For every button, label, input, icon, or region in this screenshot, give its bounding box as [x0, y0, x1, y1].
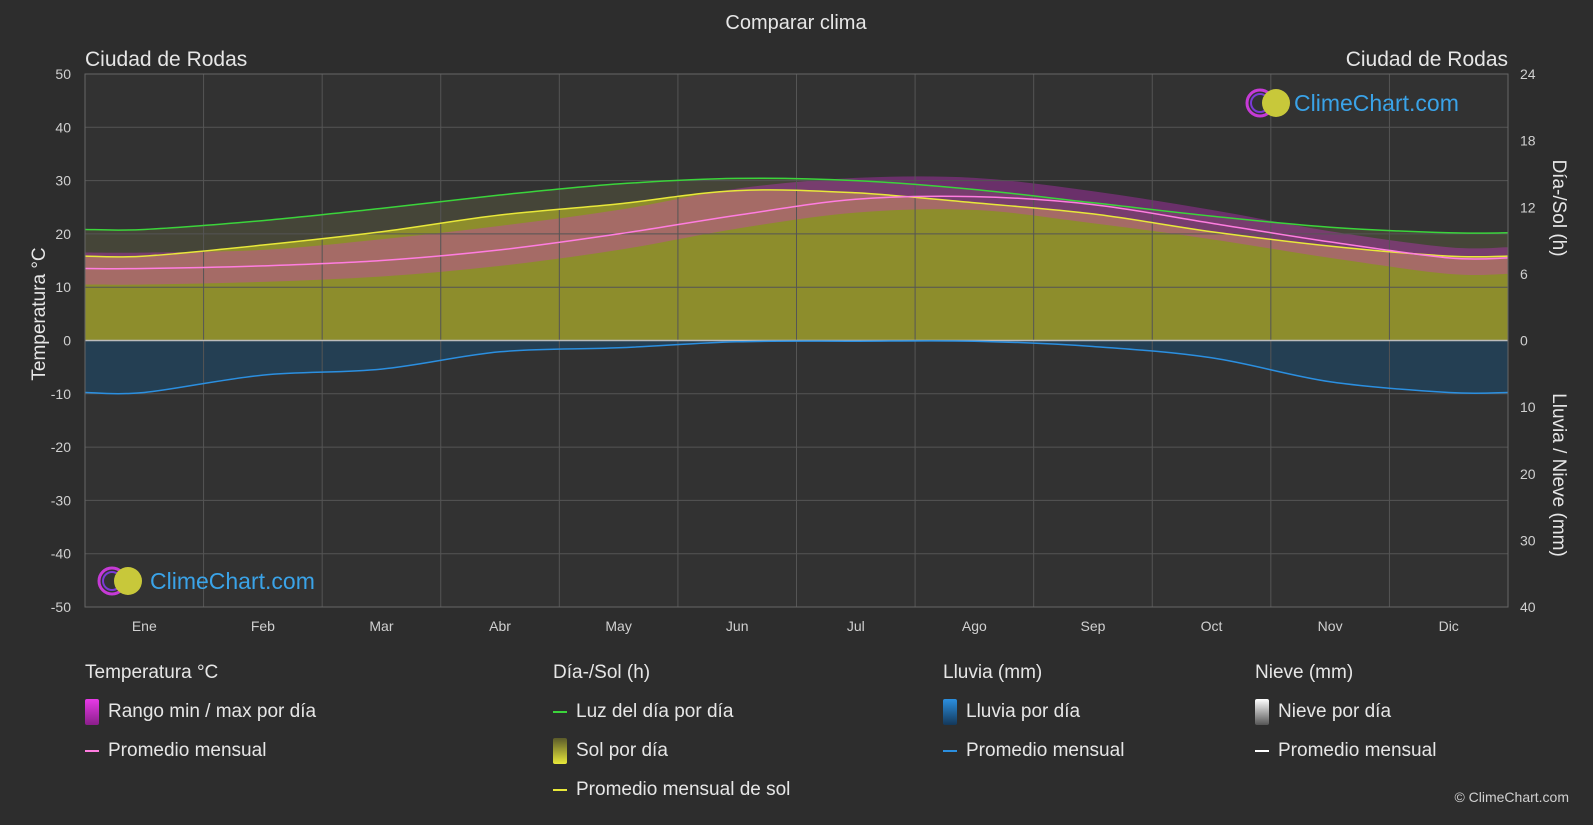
legend-temp-range: Rango min / max por día [85, 692, 316, 731]
daylight-line-icon [553, 710, 567, 713]
sun-swatch-icon [553, 737, 567, 764]
temp-tick-label: -30 [51, 492, 71, 508]
temp-tick-label: 40 [55, 119, 71, 135]
month-tick-label: Feb [251, 618, 275, 634]
temp-tick-label: 0 [63, 333, 71, 349]
legend-snow-avg-label: Promedio mensual [1278, 739, 1437, 761]
month-tick-label: Nov [1318, 618, 1343, 634]
temp-tick-label: 50 [55, 66, 71, 82]
sun-tick-label: 18 [1520, 133, 1536, 149]
sun-tick-label: 12 [1520, 199, 1536, 215]
legend-sun-avg: Promedio mensual de sol [553, 770, 790, 809]
temp-avg-line [84, 195, 1509, 270]
axis-right-top-label: Día-/Sol (h) [1548, 159, 1569, 256]
plot-area: 50 40 30 20 10 0 -10 -20 -30 -40 -50 24 18 12 6 0 10 20 30… [51, 66, 1536, 634]
legend-daylight: Luz del día por día [553, 692, 790, 731]
logo-sun-icon [1262, 89, 1290, 117]
month-tick-label: Abr [489, 618, 511, 634]
legend-temp-avg: Promedio mensual [85, 731, 316, 770]
sun-tick-label: 0 [1520, 333, 1528, 349]
month-tick-label: Jun [726, 618, 749, 634]
legend-snow-avg: Promedio mensual [1255, 731, 1436, 770]
axis-right-bottom-label: Lluvia / Nieve (mm) [1548, 393, 1569, 557]
legend-temp-range-label: Rango min / max por día [108, 700, 317, 722]
location-left: Ciudad de Rodas [85, 48, 247, 71]
legend-rain-avg-label: Promedio mensual [966, 739, 1125, 761]
legend-sun: Día-/Sol (h) Luz del día por día Sol por… [553, 662, 790, 809]
snow-swatch-icon [1255, 698, 1269, 725]
rain-avg-line [84, 340, 1509, 395]
snow-avg-line-icon [1255, 749, 1269, 752]
month-tick-label: Ene [132, 618, 157, 634]
legend-rain-avg: Promedio mensual [943, 731, 1124, 770]
precip-tick-label: 40 [1520, 599, 1536, 615]
temp-tick-label: 30 [55, 173, 71, 189]
legend-rain-daily: Lluvia por día [943, 692, 1124, 731]
daylight-line [84, 177, 1509, 234]
legend-snow: Nieve (mm) Nieve por día Promedio mensua… [1255, 662, 1436, 770]
month-tick-label: Mar [369, 618, 393, 634]
axis-left-label: Temperatura °C [29, 247, 50, 380]
legend: Temperatura °C Rango min / max por día P… [0, 662, 1593, 812]
legend-sun-title: Día-/Sol (h) [553, 662, 651, 683]
sun-avg-line [84, 189, 1509, 258]
legend-snow-daily-label: Nieve por día [1278, 700, 1392, 722]
legend-daylight-label: Luz del día por día [576, 700, 734, 722]
legend-snow-daily: Nieve por día [1255, 692, 1436, 731]
temp-avg-line-icon [85, 749, 99, 752]
temp-tick-label: 20 [55, 226, 71, 242]
month-tick-label: Jul [847, 618, 865, 634]
legend-temp-title: Temperatura °C [85, 662, 219, 683]
logo-bottom: ClimeChart.com [97, 566, 315, 596]
legend-snow-title: Nieve (mm) [1255, 662, 1354, 683]
legend-temperature: Temperatura °C Rango min / max por día P… [85, 662, 316, 770]
logo-bottom-text: ClimeChart.com [150, 568, 315, 594]
month-tick-label: Sep [1080, 618, 1105, 634]
temp-tick-label: -40 [51, 546, 71, 562]
sun-tick-label: 24 [1520, 66, 1536, 82]
sun-avg-line-icon [553, 788, 567, 791]
legend-sun-avg-label: Promedio mensual de sol [576, 778, 791, 800]
month-tick-label: May [605, 618, 631, 634]
month-tick-label: Dic [1439, 618, 1459, 634]
month-tick-label: Ago [962, 618, 987, 634]
legend-rain-title: Lluvia (mm) [943, 662, 1043, 683]
temp-tick-label: -20 [51, 439, 71, 455]
temp-tick-label: -50 [51, 599, 71, 615]
legend-temp-avg-label: Promedio mensual [108, 739, 267, 761]
logo-sun-icon [114, 567, 142, 595]
temp-range-swatch-icon [85, 698, 99, 725]
temp-tick-label: 10 [55, 279, 71, 295]
copyright: © ClimeChart.com [1454, 789, 1569, 805]
legend-rain: Lluvia (mm) Lluvia por día Promedio mens… [943, 662, 1124, 770]
precip-tick-label: 10 [1520, 399, 1536, 415]
chart-title: Comparar clima [725, 12, 867, 34]
plot-frame [84, 73, 1509, 608]
precip-tick-label: 30 [1520, 532, 1536, 548]
logo-top: ClimeChart.com [1245, 88, 1459, 118]
location-right: Ciudad de Rodas [1346, 48, 1508, 71]
sun-tick-label: 6 [1520, 266, 1528, 282]
logo-top-text: ClimeChart.com [1294, 90, 1459, 116]
precip-tick-label: 20 [1520, 466, 1536, 482]
legend-rain-daily-label: Lluvia por día [966, 700, 1081, 722]
month-tick-label: Oct [1201, 618, 1223, 634]
legend-sun-daily-label: Sol por día [576, 739, 668, 761]
legend-sun-daily: Sol por día [553, 731, 790, 770]
rain-swatch-icon [943, 698, 957, 725]
rain-avg-line-icon [943, 749, 957, 752]
temp-tick-label: -10 [51, 386, 71, 402]
